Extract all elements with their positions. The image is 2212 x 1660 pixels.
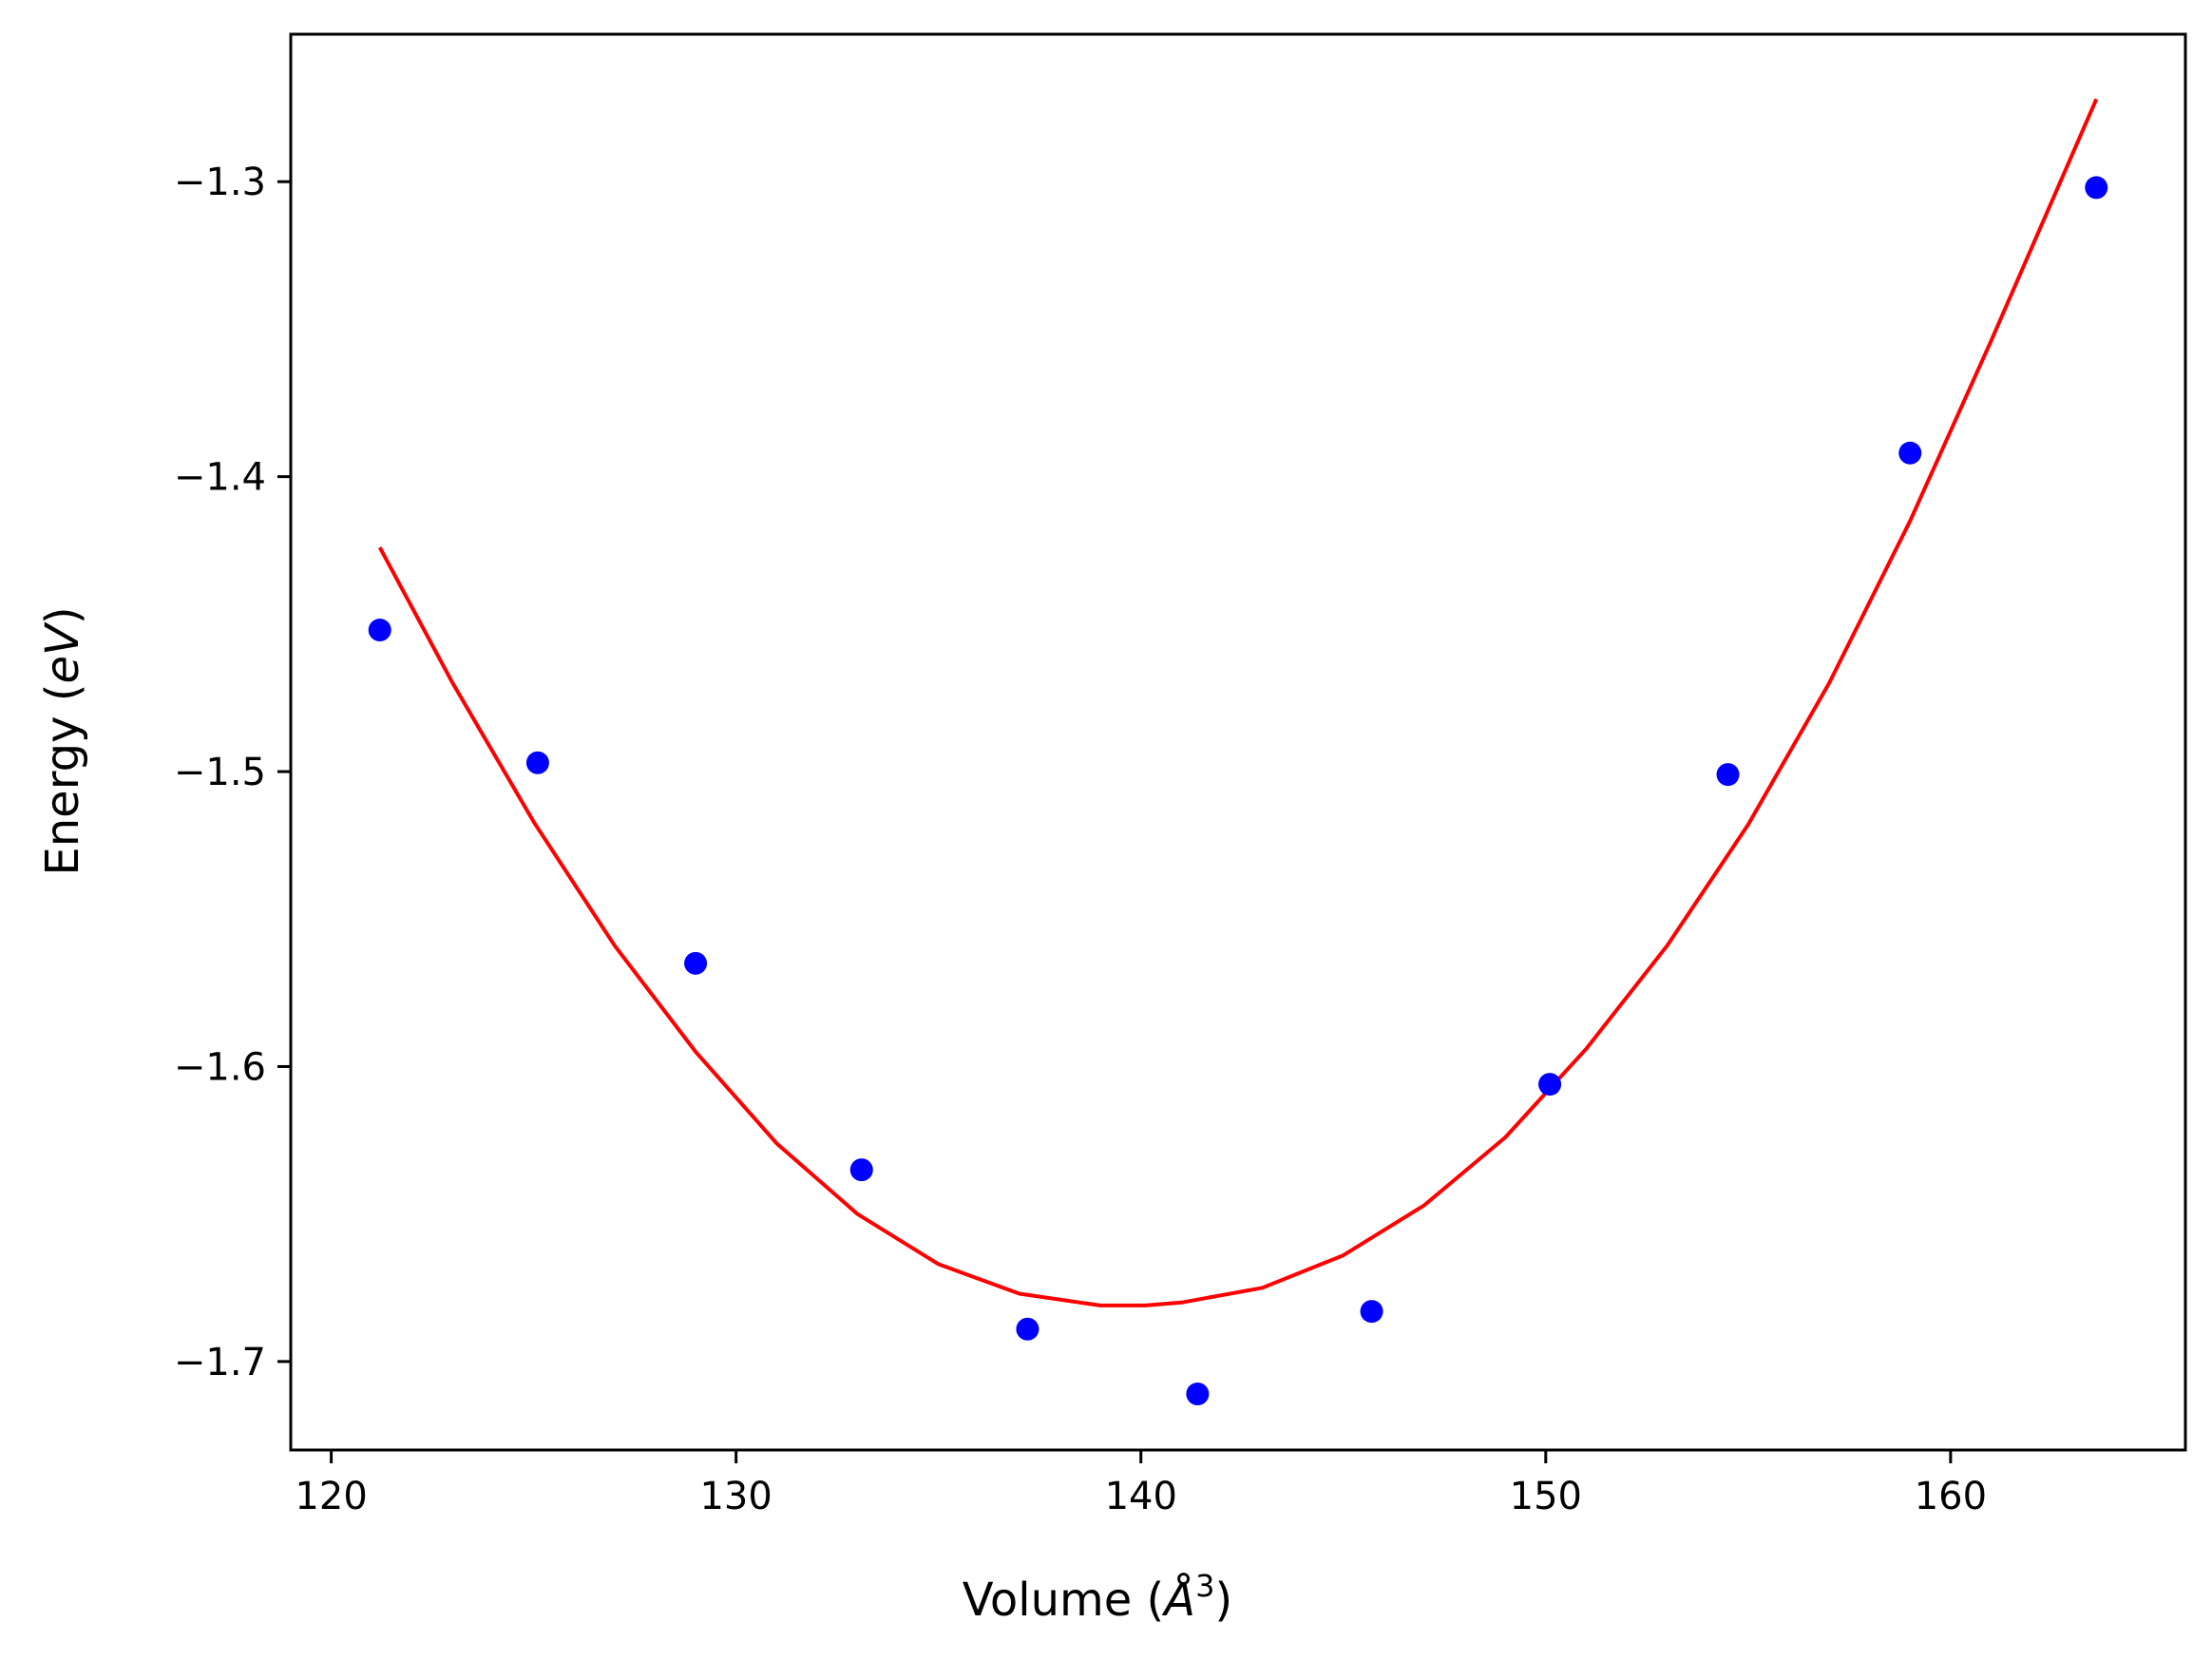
data-point <box>1716 763 1740 787</box>
x-tick-label: 140 <box>1105 1475 1177 1518</box>
data-point <box>849 1158 873 1182</box>
y-tick-label: −1.7 <box>174 1341 266 1384</box>
x-axis-label: Volume (Å3) <box>963 1568 1232 1627</box>
data-point <box>2085 176 2108 200</box>
y-tick-label: −1.3 <box>174 161 266 204</box>
axes-frame <box>289 32 2187 1452</box>
data-point <box>525 751 549 774</box>
x-tick-label: 120 <box>295 1475 367 1518</box>
data-point <box>684 951 708 975</box>
y-tick-label: −1.6 <box>174 1045 266 1089</box>
x-tick-label: 160 <box>1915 1475 1987 1518</box>
y-tick-label: −1.5 <box>174 751 266 794</box>
fit-curve-line <box>377 98 2099 1307</box>
data-point <box>1360 1300 1383 1324</box>
y-tick-label: −1.4 <box>174 456 266 500</box>
data-point <box>368 619 391 642</box>
x-tick-label: 150 <box>1510 1475 1582 1518</box>
x-axis-ticks: 120 130 140 150 160 <box>295 1450 1987 1518</box>
x-tick-label: 130 <box>699 1475 772 1518</box>
data-point <box>1538 1073 1562 1097</box>
data-point <box>1898 441 1922 465</box>
plot-area <box>368 98 2108 1406</box>
y-axis-ticks: −1.7 −1.6 −1.5 −1.4 −1.3 <box>174 161 291 1384</box>
data-point <box>1016 1317 1039 1341</box>
data-point <box>1186 1383 1210 1406</box>
y-axis-label: Energy (eV) <box>36 606 89 875</box>
